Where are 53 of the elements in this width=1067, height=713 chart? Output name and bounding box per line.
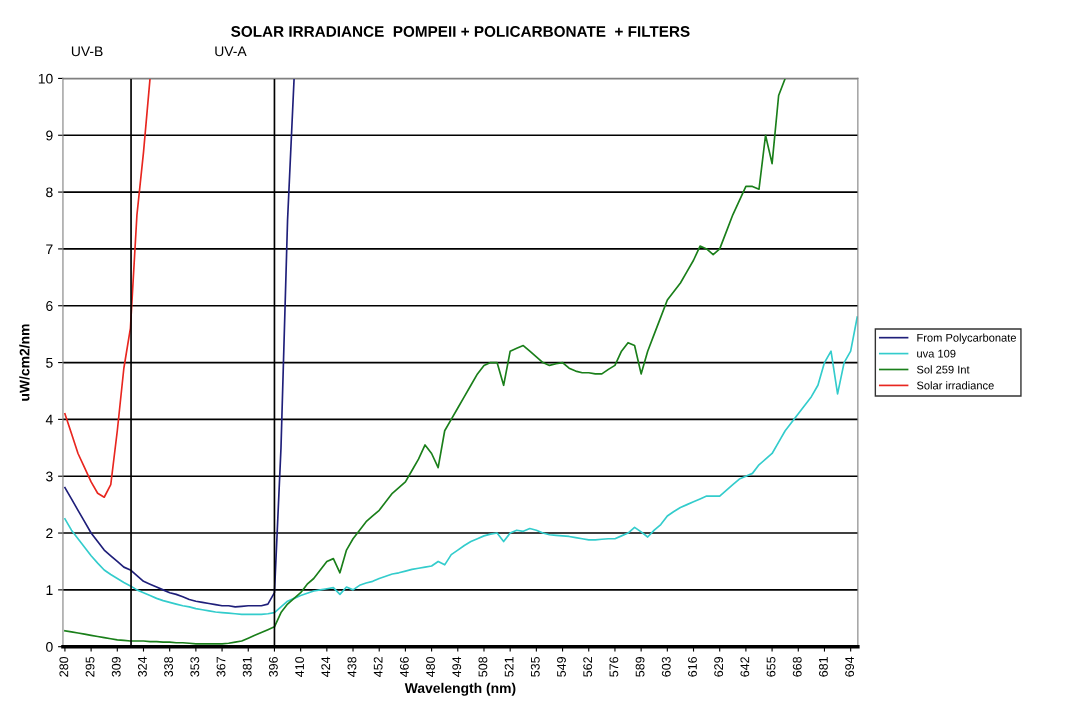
x-tick-label: 508 xyxy=(478,656,488,677)
legend-label: Solar irradiance xyxy=(916,381,994,390)
x-tick-label: 480 xyxy=(426,656,435,677)
y-tick-label: 0 xyxy=(46,642,53,652)
y-tick-label: 10 xyxy=(38,73,53,84)
x-tick-label: 668 xyxy=(792,656,802,677)
x-tick-label: 367 xyxy=(216,657,226,677)
x-tick-label: 521 xyxy=(504,657,514,677)
x-tick-label: 324 xyxy=(138,656,147,677)
y-tick-label: 2 xyxy=(46,528,53,539)
line-series xyxy=(64,78,295,608)
x-tick-label: 353 xyxy=(190,656,200,677)
x-tick-label: 280 xyxy=(59,656,69,677)
x-tick-label: 338 xyxy=(164,656,174,677)
y-tick-label: 8 xyxy=(46,187,53,198)
x-tick-label: 494 xyxy=(452,656,462,677)
x-tick-label: 642 xyxy=(740,657,750,677)
x-tick-label: 381 xyxy=(242,657,252,677)
ref-line-label: UV-A xyxy=(215,46,247,57)
x-tick-label: 603 xyxy=(661,656,671,677)
y-tick-label: 3 xyxy=(46,471,53,482)
x-tick-label: 655 xyxy=(766,656,776,677)
legend-label: Sol 259 Int xyxy=(916,365,970,374)
x-tick-label: 694 xyxy=(845,656,855,677)
x-tick-label: 562 xyxy=(583,657,593,677)
y-tick-label: 6 xyxy=(46,301,53,311)
x-tick-label: 424 xyxy=(321,656,331,677)
x-tick-label: 629 xyxy=(714,657,724,677)
y-tick-label: 5 xyxy=(46,358,53,368)
y-tick-label: 4 xyxy=(45,414,53,425)
x-tick-label: 309 xyxy=(111,657,121,677)
line-series xyxy=(64,78,151,499)
x-tick-label: 616 xyxy=(688,656,697,677)
x-tick-label: 576 xyxy=(609,656,619,677)
x-tick-label: 438 xyxy=(347,656,357,677)
x-tick-label: 295 xyxy=(85,656,95,677)
x-axis-title: Wavelength (nm) xyxy=(404,682,516,696)
y-tick-label: 7 xyxy=(46,244,53,254)
x-tick-label: 589 xyxy=(635,657,645,677)
x-tick-label: 452 xyxy=(373,657,383,677)
x-tick-label: 396 xyxy=(268,656,278,677)
x-tick-label: 549 xyxy=(557,657,566,677)
y-tick-label: 1 xyxy=(46,585,53,595)
y-axis-title: uW/cm2/nm xyxy=(19,324,30,401)
x-tick-label: 535 xyxy=(530,656,540,677)
x-tick-label: 410 xyxy=(295,656,304,677)
chart-title: SOLAR IRRADIANCE POMPEII + POLICARBONATE + FILTERS xyxy=(231,26,690,37)
x-tick-label: 681 xyxy=(818,657,828,677)
y-tick-label: 9 xyxy=(46,130,53,141)
text: UV-B xyxy=(71,46,103,57)
legend-label: From Polycarbonate xyxy=(917,333,1017,344)
x-tick-label: 466 xyxy=(399,656,409,677)
legend-label: uva 109 xyxy=(917,349,956,358)
